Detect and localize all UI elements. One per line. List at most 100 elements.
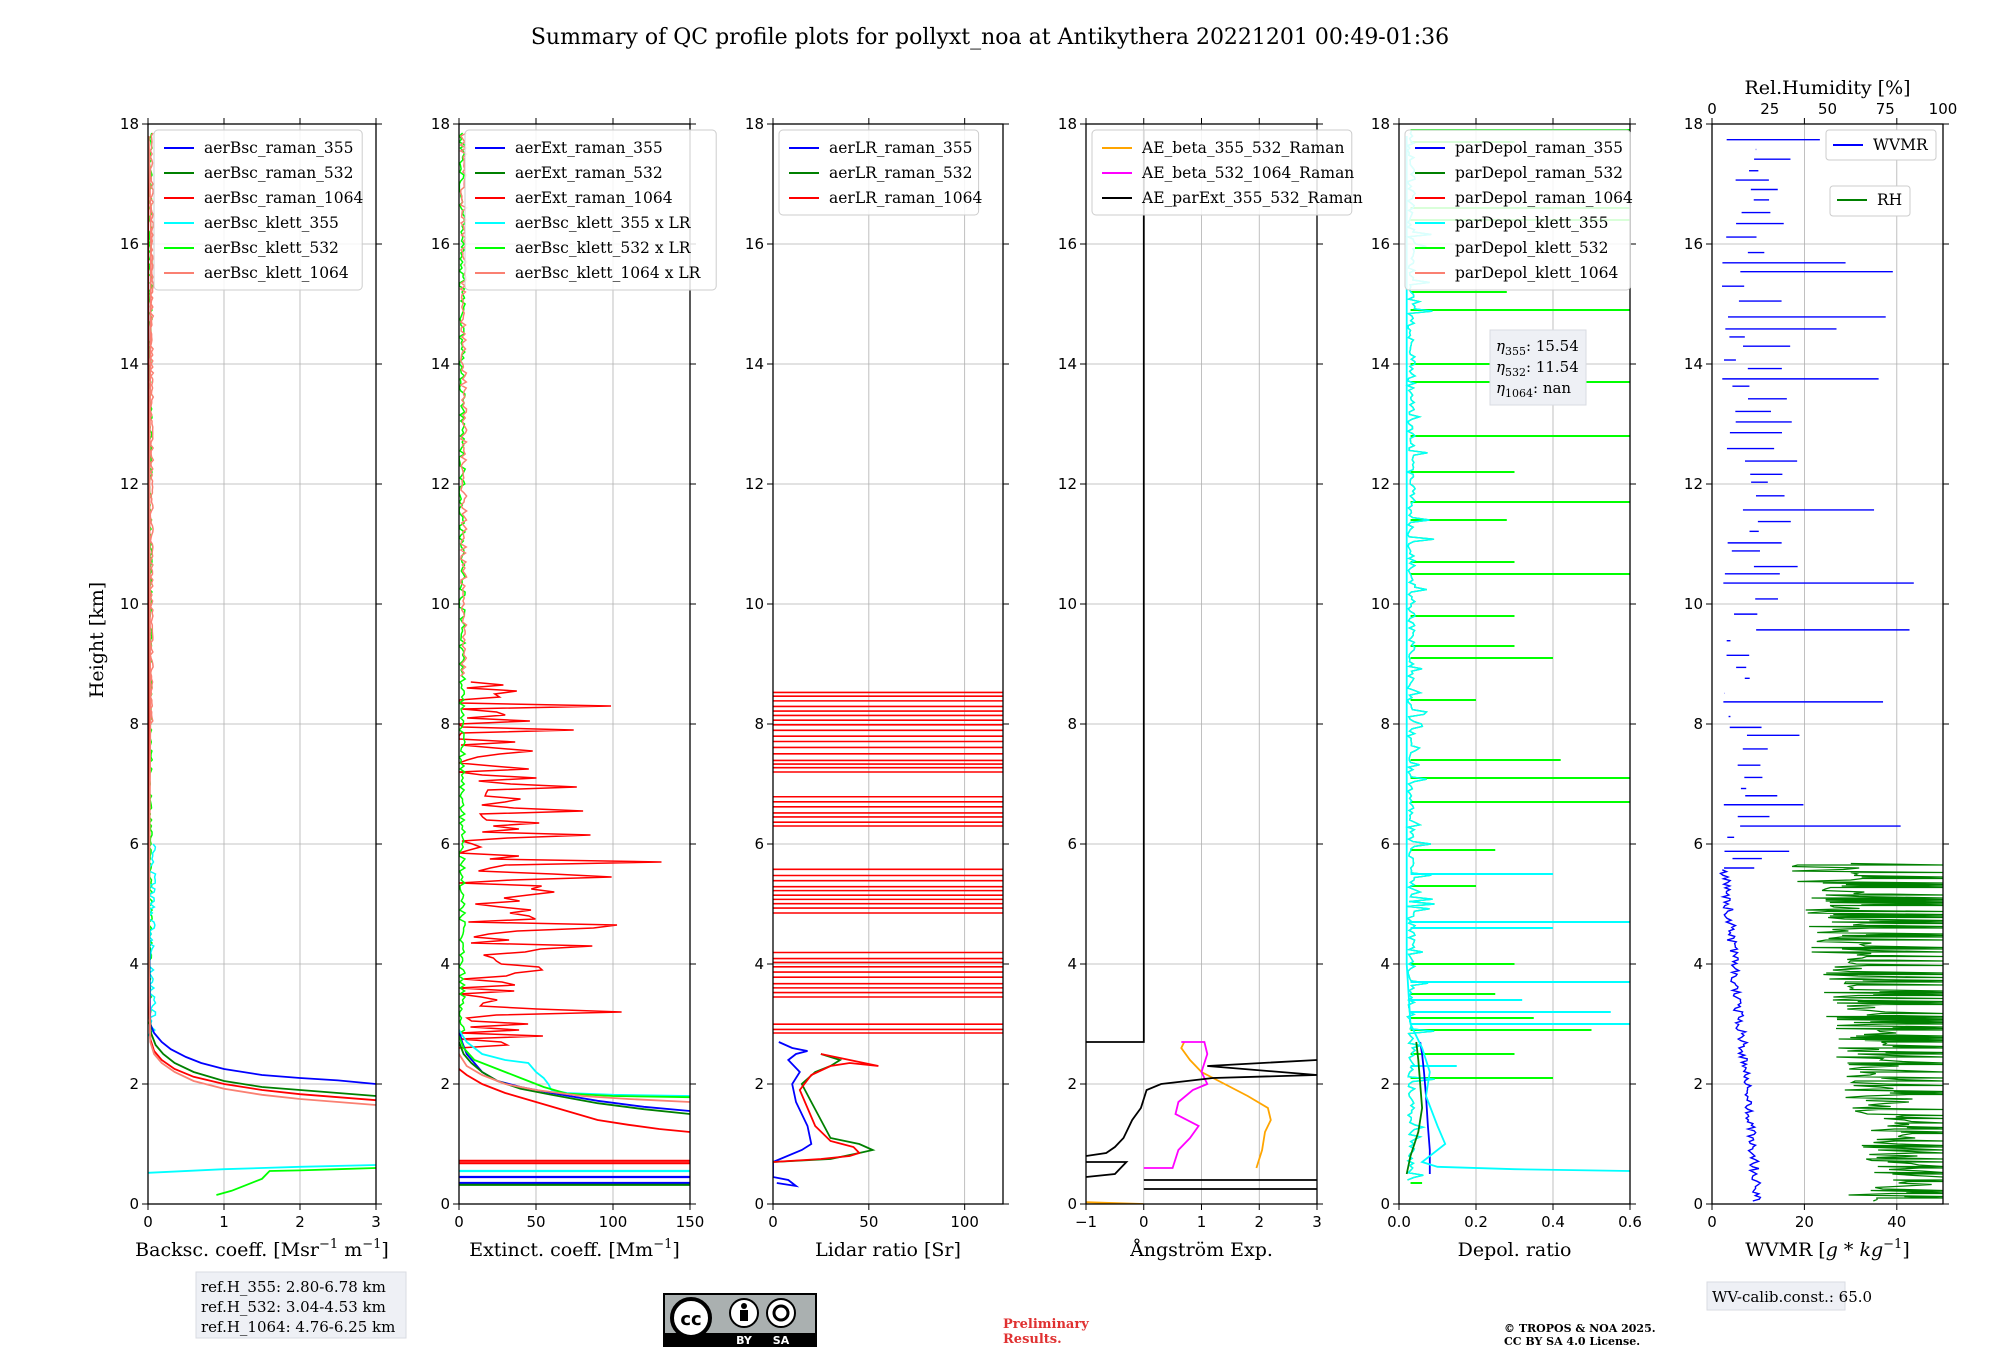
series-line	[459, 1053, 690, 1103]
axes-frame	[1085, 123, 1318, 1205]
x-tick-label: 0	[1707, 1213, 1717, 1231]
y-tick-label: 12	[1058, 475, 1077, 493]
wvmr-line	[1718, 869, 1762, 1202]
x-axis-label-part: WVMR [	[1745, 1239, 1825, 1261]
ref-height-1064: ref.H_1064: 4.76-6.25 km	[201, 1318, 395, 1336]
by-label: BY	[736, 1334, 753, 1347]
y-tick-label: 8	[754, 715, 764, 733]
y-tick-label: 10	[1371, 595, 1390, 613]
series-line	[773, 1053, 879, 1163]
y-tick-label: 2	[129, 1075, 139, 1093]
eta-subscript: 1064	[1505, 387, 1533, 400]
y-tick-label: 8	[1693, 715, 1703, 733]
y-tick-label: 16	[1371, 235, 1390, 253]
y-tick-label: 2	[1380, 1075, 1390, 1093]
x-axis-label: Ångström Exp.	[1129, 1239, 1273, 1261]
series-line	[773, 1041, 813, 1188]
legend-label: WVMR	[1873, 136, 1929, 154]
series-line	[1086, 130, 1145, 1043]
x-tick-label: 0.2	[1464, 1213, 1488, 1231]
y-tick-label: 4	[1380, 955, 1390, 973]
y-tick-label: 0	[1067, 1195, 1077, 1213]
series-line	[216, 1167, 376, 1196]
series-line	[148, 1164, 376, 1174]
series-line	[1180, 1041, 1272, 1169]
series-line	[1405, 1041, 1424, 1175]
x-axis-label-part: ]	[381, 1239, 388, 1261]
x-axis-label-part: −1	[319, 1237, 338, 1252]
legend-label: aerLR_raman_355	[829, 139, 972, 157]
x-tick-label: 2	[1254, 1213, 1264, 1231]
y-tick-label: 16	[1684, 235, 1703, 253]
y-tick-label: 10	[431, 595, 450, 613]
preliminary-text-1: Preliminary	[1003, 1317, 1089, 1332]
legend-label: aerExt_raman_532	[515, 164, 663, 182]
series-line	[148, 135, 376, 1106]
x-tick-label: 50	[526, 1213, 545, 1231]
x-tick-label: 3	[371, 1213, 381, 1231]
legend-label: parDepol_raman_1064	[1455, 189, 1633, 207]
legend-label: aerBsc_klett_1064	[204, 264, 349, 282]
x-axis-label: Lidar ratio [Sr]	[815, 1239, 961, 1261]
eta-value: : 15.54	[1526, 337, 1579, 355]
eta-box-bg	[1489, 329, 1587, 406]
y-tick-label: 16	[431, 235, 450, 253]
x-tick-label: 20	[1795, 1213, 1814, 1231]
x-axis-label-part: Lidar ratio [Sr]	[815, 1239, 961, 1261]
plot-area	[1718, 139, 1943, 1202]
wv-calib-text: WV-calib.const.: 65.0	[1712, 1288, 1872, 1306]
legend-label: parDepol_klett_532	[1455, 239, 1608, 257]
legend-label: aerBsc_klett_1064 x LR	[515, 264, 702, 282]
y-tick-label: 14	[745, 355, 764, 373]
series-line	[459, 1041, 690, 1115]
y-tick-label: 6	[129, 835, 139, 853]
eta-symbol: η	[1496, 337, 1505, 355]
x-tick-label: 0	[143, 1213, 153, 1231]
legend-label: parDepol_raman_532	[1455, 164, 1623, 182]
legend-box	[778, 129, 980, 216]
legend-label: parDepol_klett_355	[1455, 214, 1608, 232]
noisy-trace	[148, 843, 157, 1037]
y-tick-label: 14	[120, 355, 139, 373]
legend: AE_beta_355_532_Raman AE_beta_532_1064_Ra…	[1091, 129, 1363, 216]
y-tick-label: 8	[440, 715, 450, 733]
legend-rh: RH	[1829, 185, 1911, 217]
x-tick-label: 100	[950, 1213, 979, 1231]
legend-label: aerBsc_klett_355	[204, 214, 339, 232]
legend-box	[1091, 129, 1353, 216]
noisy-trace	[459, 132, 468, 677]
legend-label: parDepol_raman_355	[1455, 139, 1623, 157]
y-tick-label: 2	[440, 1075, 450, 1093]
x-axis-label-part: −1	[1883, 1237, 1902, 1252]
copyright-text-1: © TROPOS & NOA 2025.	[1504, 1322, 1656, 1335]
series-line	[1086, 1161, 1129, 1178]
y-tick-label: 10	[1058, 595, 1077, 613]
x-axis-label-part: Ångström Exp.	[1129, 1239, 1273, 1261]
y-tick-label: 16	[1058, 235, 1077, 253]
eta-subscript: 532	[1505, 366, 1526, 379]
panel-ext: 0 50 100 150 0 2 4 6 8 10 12 14 16 18 Extinct. coeff. …	[431, 115, 717, 1261]
y-tick-label: 6	[1693, 835, 1703, 853]
plot-area	[148, 132, 376, 1196]
x-axis-label: WVMR [g * kg−1]	[1745, 1237, 1909, 1261]
y-tick-label: 18	[431, 115, 450, 133]
x-axis-label-part: Backsc. coeff. [Msr	[135, 1239, 320, 1261]
copyright-text-2: CC BY SA 4.0 License.	[1504, 1335, 1640, 1348]
legend: aerLR_raman_355 aerLR_raman_532 aerLR_rama…	[778, 129, 982, 216]
legend-label: aerBsc_klett_355 x LR	[515, 214, 692, 232]
y-tick-label: 8	[1380, 715, 1390, 733]
x-tick-label: 0.0	[1387, 1213, 1411, 1231]
eta-subscript: 355	[1505, 345, 1526, 358]
y-tick-label: 14	[1684, 355, 1703, 373]
x-axis-label-part: Depol. ratio	[1458, 1239, 1572, 1261]
legend-box	[464, 129, 717, 291]
y-tick-label: 0	[440, 1195, 450, 1213]
rh-line	[1791, 862, 1943, 1202]
legend-label: AE_parExt_355_532_Raman	[1141, 189, 1363, 207]
axes-frame	[147, 123, 377, 1205]
top-x-tick-label: 50	[1818, 100, 1837, 118]
x-tick-label: 50	[859, 1213, 878, 1231]
x-tick-label: 100	[599, 1213, 628, 1231]
